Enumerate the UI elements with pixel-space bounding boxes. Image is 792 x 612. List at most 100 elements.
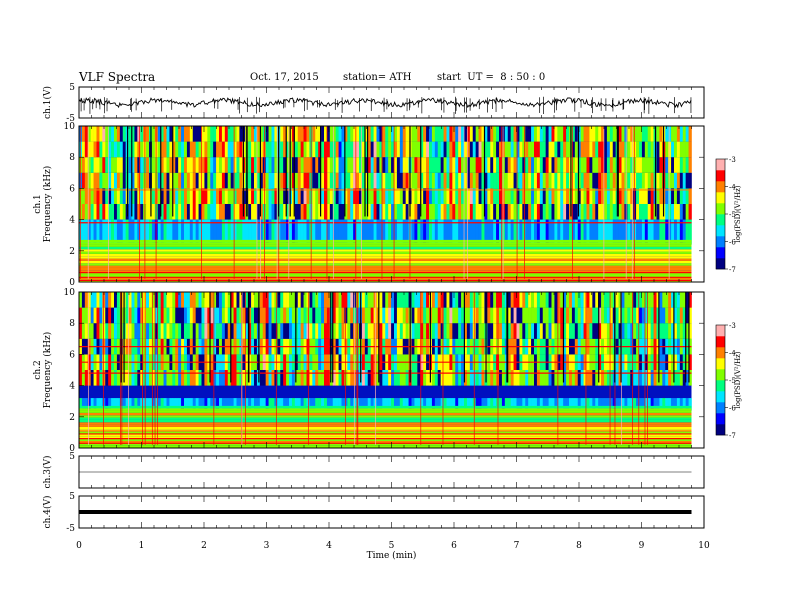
spectrogram-cell: [111, 141, 115, 158]
spectrogram-cell: [79, 292, 83, 308]
frequency-band: [79, 433, 692, 437]
spectrogram-cell: [682, 204, 686, 220]
y-axis-label: Frequency (kHz): [42, 166, 53, 243]
spectrogram-cell: [464, 307, 468, 324]
colorbar-segment: [716, 225, 725, 237]
spectrogram-cell: [204, 172, 208, 189]
spectrogram-cell: [507, 141, 511, 158]
colorbar-tick-label: -5: [729, 377, 736, 385]
spectrogram-cell: [96, 172, 100, 189]
spectrogram-cell: [166, 398, 170, 411]
spectrogram-cell: [574, 157, 579, 173]
spectrogram-cell: [592, 204, 596, 220]
spectrogram-cell: [84, 141, 89, 158]
spectrogram-cell: [566, 307, 570, 324]
colorbar-tick-label: -7: [729, 432, 736, 440]
spectrogram-cell: [490, 188, 494, 204]
spectrogram-cell: [347, 204, 351, 220]
spectrogram-cell: [548, 157, 552, 173]
frequency-band: [79, 253, 692, 257]
spectrogram-cell: [440, 157, 444, 173]
spectrogram-cell: [571, 126, 576, 142]
spectrogram-cell: [606, 204, 611, 220]
spectrogram-cell: [641, 323, 646, 339]
spectrogram-cell: [361, 370, 366, 386]
spectrogram-cell: [134, 157, 138, 173]
spectrogram-cell: [312, 292, 316, 308]
spectrogram-cell: [379, 323, 383, 339]
spectrogram-cell: [388, 323, 392, 339]
spectrogram-cell: [531, 398, 535, 411]
spectrogram-cell: [294, 141, 299, 158]
spectrogram-cell: [367, 370, 371, 386]
spectrogram-cell: [186, 219, 191, 245]
spectrogram-cell: [688, 141, 692, 158]
spectrogram-cell: [356, 157, 360, 173]
spectrogram-cell: [207, 188, 211, 204]
spectrogram-cell: [306, 204, 310, 220]
spectrogram-cell: [458, 157, 462, 173]
spectrogram-cell: [184, 307, 188, 324]
spectrogram-cell: [563, 292, 567, 308]
spectrogram-cell: [332, 157, 336, 173]
spectrogram-cell: [265, 141, 269, 158]
spectrogram-cell: [589, 157, 593, 173]
spectrogram-cell: [131, 204, 135, 220]
spectrogram-cell: [641, 204, 646, 220]
spectrogram-cell: [227, 398, 231, 411]
spectrogram-cell: [213, 307, 217, 324]
spectrogram-cell: [134, 307, 138, 324]
spectrogram-cell: [181, 157, 185, 173]
spectrogram-cell: [688, 307, 692, 324]
spectrogram-cell: [458, 126, 462, 142]
spectrogram-cell: [455, 398, 459, 411]
spectrogram-cell: [96, 204, 100, 220]
spectrogram-cell: [440, 204, 444, 220]
spectrogram-cell: [318, 219, 322, 245]
spectrogram-cell: [329, 307, 334, 324]
spectrogram-cell: [636, 157, 640, 173]
spectrogram-cell: [259, 398, 264, 411]
spectrogram-cell: [417, 370, 421, 386]
frequency-band: [79, 426, 692, 430]
spectrogram-cell: [297, 141, 301, 158]
spectrogram-cell: [466, 188, 471, 204]
spectrogram-cell: [671, 398, 675, 411]
spectrogram-cell: [286, 172, 290, 189]
spectrogram-cell: [137, 204, 141, 220]
spectrogram-cell: [501, 398, 506, 411]
spectrogram-cell: [318, 126, 322, 142]
spectrogram-cell: [464, 323, 468, 339]
spectrogram-cell: [484, 219, 488, 245]
spectrogram-cell: [420, 172, 424, 189]
spectrogram-cell: [636, 172, 640, 189]
spectrogram-cell: [210, 398, 214, 411]
spectrogram-cell: [274, 157, 278, 173]
spectrogram-cell: [376, 398, 380, 411]
spectrogram-cell: [545, 141, 549, 158]
spectrogram-cell: [589, 188, 593, 204]
spectrogram-cell: [563, 307, 567, 324]
spectrogram-cell: [394, 126, 398, 142]
spectrogram-cell: [192, 307, 196, 324]
spectrogram-cell: [472, 126, 476, 142]
spectrogram-cell: [431, 204, 436, 220]
spectrogram-cell: [411, 172, 415, 189]
spectrogram-cell: [178, 204, 182, 220]
spectrogram-cell: [522, 204, 526, 220]
spectrogram-cell: [335, 126, 339, 142]
spectrogram-cell: [90, 307, 94, 324]
spectrogram-cell: [577, 172, 581, 189]
spectrogram-cell: [516, 398, 520, 411]
spectrogram-cell: [131, 141, 135, 158]
spectrogram-cell: [119, 219, 124, 245]
spectrogram-cell: [213, 292, 217, 308]
spectrogram-cell: [656, 126, 660, 142]
spectrogram-cell: [577, 398, 581, 411]
spectrogram-cell: [490, 398, 494, 411]
spectrogram-cell: [525, 172, 529, 189]
spectrogram-cell: [256, 141, 261, 158]
spectrogram-cell: [213, 141, 217, 158]
spectrogram-cell: [534, 188, 538, 204]
spectrogram-cell: [589, 204, 593, 220]
